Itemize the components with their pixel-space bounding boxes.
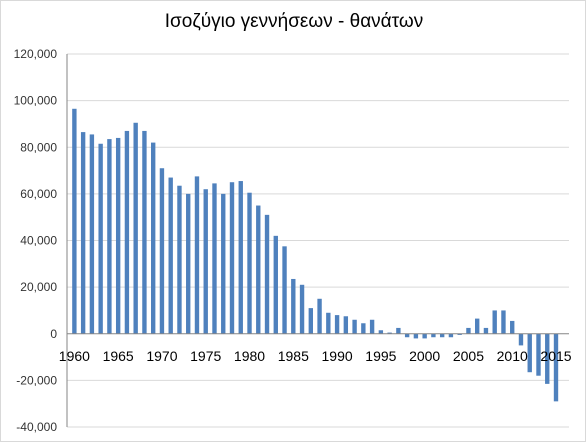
bar-1987	[308, 308, 313, 334]
x-tick-label: 2015	[540, 348, 571, 364]
bar-1983	[273, 235, 278, 334]
x-tick-label: 1995	[365, 348, 396, 364]
bar-1967	[133, 122, 138, 334]
bar-1966	[124, 130, 130, 334]
bar-1964	[107, 139, 112, 334]
bar-2010	[510, 320, 515, 334]
bar-1985	[291, 278, 296, 334]
y-tick-label: 120,000	[14, 47, 58, 61]
x-tick-label: 1990	[322, 348, 353, 364]
bar-1978	[229, 182, 235, 334]
bar-1971	[168, 177, 173, 334]
bar-1961	[80, 132, 86, 334]
bar-1977	[221, 193, 226, 334]
bar-2001	[431, 333, 436, 338]
x-axis-tick-labels: 1960 1965 1970 1975 1980 1985 1990 1995 2000 2005…	[59, 348, 572, 364]
y-axis-tick-labels: -40,000 -20,000 0 20,000 40,000 60,000 80,000 1…	[14, 47, 58, 434]
bar-1989	[326, 312, 331, 334]
bar-1965	[115, 137, 121, 334]
bar-1982	[264, 214, 270, 334]
bar-2008	[492, 310, 497, 334]
bar-1984	[282, 246, 287, 334]
y-tick-label: 80,000	[20, 140, 57, 154]
bar-2015	[553, 333, 559, 402]
x-tick-label: 2005	[453, 348, 484, 364]
bar-1963	[98, 143, 103, 334]
x-tick-label: 1965	[103, 348, 134, 364]
bar-1993	[361, 323, 366, 334]
bar-1969	[151, 142, 156, 334]
bar-2000	[422, 333, 427, 339]
bar-1976	[212, 183, 217, 334]
bar-1997	[396, 327, 401, 334]
bar-1994	[369, 319, 375, 334]
y-tick-label: -40,000	[16, 420, 57, 434]
bar-1995	[378, 330, 384, 334]
bar-1979	[238, 181, 243, 334]
bar-1996	[387, 332, 392, 334]
y-tick-label: 20,000	[20, 280, 57, 294]
bar-1990	[334, 315, 340, 334]
x-tick-label: 1985	[278, 348, 309, 364]
x-tick-label: 1960	[59, 348, 90, 364]
bar-1962	[89, 134, 95, 334]
bar-1986	[299, 284, 305, 334]
chart-title: Ισοζύγιο γεννήσεων - θανάτων	[164, 11, 424, 32]
bar-2011	[518, 333, 524, 346]
x-tick-label: 1980	[234, 348, 265, 364]
y-tick-label: 60,000	[20, 187, 57, 201]
bar-2012	[527, 333, 532, 373]
bar-1981	[256, 205, 261, 334]
y-tick-label: 0	[50, 327, 57, 341]
bar-1991	[343, 316, 349, 334]
bar-1992	[352, 319, 357, 334]
bar-1972	[177, 185, 182, 334]
bar-2004	[457, 333, 462, 335]
bar-2003	[448, 333, 454, 338]
x-tick-label: 1975	[190, 348, 221, 364]
bar-2006	[475, 318, 480, 334]
bar-1974	[194, 176, 200, 334]
bar-1998	[404, 333, 410, 338]
bar-1968	[142, 130, 147, 334]
axes	[66, 54, 569, 427]
bar-2014	[545, 333, 550, 384]
bars	[72, 108, 559, 402]
bar-1988	[317, 298, 322, 334]
x-tick-label: 1970	[146, 348, 177, 364]
gridlines	[67, 53, 569, 428]
bar-1960	[72, 108, 77, 334]
x-tick-label: 2000	[409, 348, 440, 364]
bar-1973	[186, 193, 191, 334]
bar-2013	[536, 333, 541, 376]
y-tick-label: 40,000	[20, 234, 57, 248]
bar-2007	[483, 327, 489, 334]
bar-2009	[501, 310, 506, 334]
bar-1980	[247, 192, 252, 334]
bar-1999	[413, 333, 419, 339]
bar-1970	[159, 168, 165, 334]
bar-2005	[466, 327, 471, 334]
bar-1975	[203, 189, 208, 334]
x-tick-label: 2010	[497, 348, 528, 364]
y-tick-label: 100,000	[14, 94, 58, 108]
y-tick-label: -20,000	[16, 373, 57, 387]
bar-2002	[439, 333, 445, 338]
